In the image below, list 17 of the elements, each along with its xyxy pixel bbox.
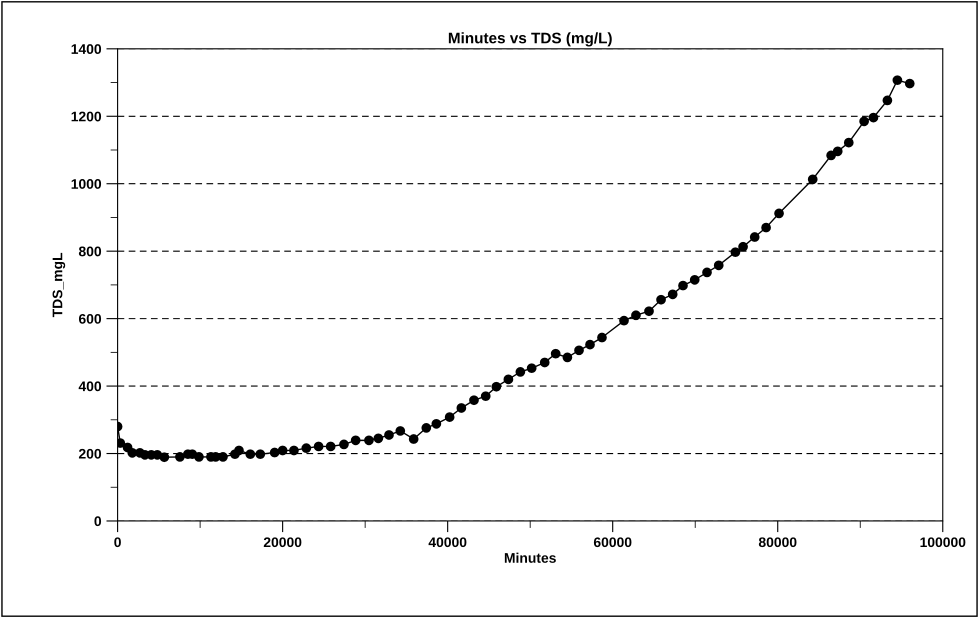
chart-title: Minutes vs TDS (mg/L) [448,32,612,47]
y-tick-label: 1400 [72,44,102,54]
x-tick-label: 100000 [920,537,966,548]
x-tick-label: 0 [114,537,121,548]
y-tick-label: 400 [78,381,102,392]
y-tick-label: 800 [78,246,102,256]
x-tick-label: 40000 [428,537,466,548]
y-tick-label: 200 [78,448,102,459]
y-axis-title: TDS_mgL [52,252,66,318]
x-tick-label: 20000 [264,537,302,548]
y-tick-label: 1000 [72,179,102,189]
x-axis-title: Minutes [504,552,556,563]
y-tick-label: 600 [78,314,102,324]
x-tick-label: 80000 [758,537,796,548]
y-tick-label: 1200 [72,112,102,122]
y-tick-label: 0 [94,516,102,526]
x-tick-label: 60000 [594,537,632,548]
